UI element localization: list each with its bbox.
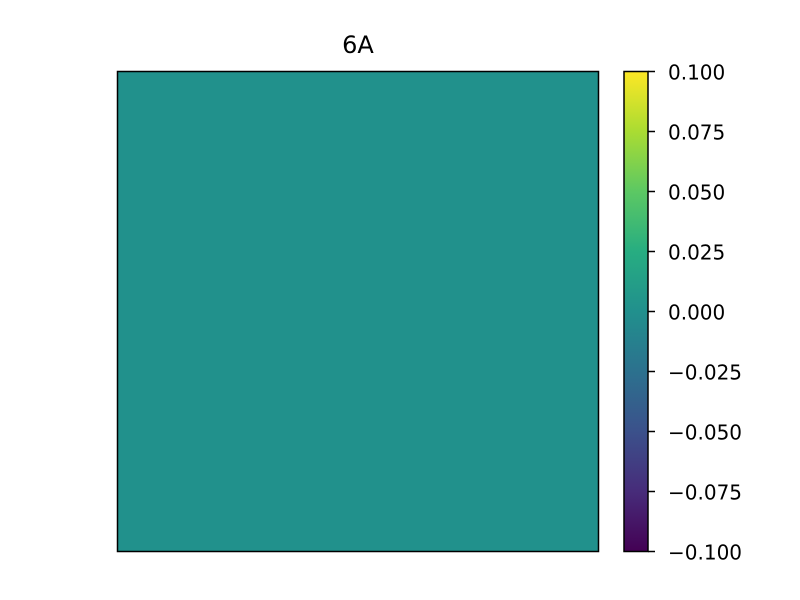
colorbar-tick-label: 0.000 [668, 301, 725, 325]
colorbar-tick-label: −0.075 [668, 481, 742, 505]
colorbar [623, 70, 649, 553]
chart-title: 6A [342, 31, 374, 59]
colorbar-tick-label: 0.075 [668, 121, 725, 145]
heatmap-cells [117, 71, 599, 552]
plot-frame [116, 70, 600, 553]
colorbar-tick-label: 0.025 [668, 241, 725, 265]
colorbar-tick-label: −0.025 [668, 361, 742, 385]
colorbar-tick-label: −0.100 [668, 541, 742, 565]
colorbar-tick-label: 0.100 [668, 61, 725, 85]
colorbar-tick-label: 0.050 [668, 181, 725, 205]
colorbar-ticks: 0.100 0.075 0.050 0.025 0.000 −0.025 −0.050 −0.… [648, 61, 742, 565]
heatmap-cell [117, 71, 599, 552]
colorbar-tick-label: −0.050 [668, 421, 742, 445]
